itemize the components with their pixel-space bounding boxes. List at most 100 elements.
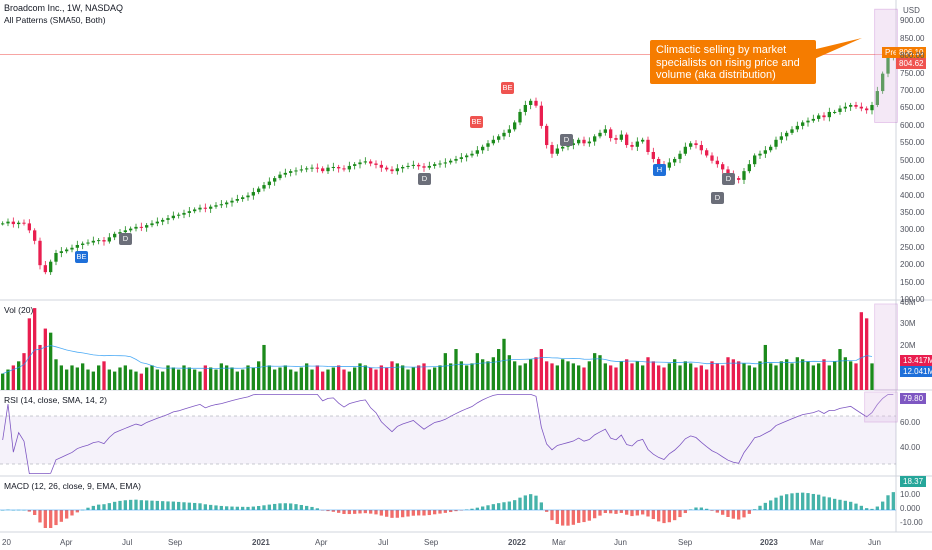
volume-bar (150, 365, 154, 390)
macd-histogram-bar (209, 504, 213, 510)
time-axis-label: 2022 (508, 538, 526, 547)
candle-body (11, 221, 15, 225)
symbol-title[interactable]: Broadcom Inc., 1W, NASDAQ (4, 3, 124, 13)
volume-bar (411, 367, 415, 390)
volume-bar (630, 363, 634, 390)
candle-body (545, 125, 549, 146)
macd-histogram-bar (651, 510, 655, 520)
candle-body (753, 155, 757, 165)
indicator-label[interactable]: All Patterns (SMA50, Both) (4, 15, 106, 25)
price-axis-tick: 350.00 (900, 207, 925, 217)
candle-body (619, 134, 623, 140)
time-axis-label: Apr (60, 538, 73, 547)
macd-histogram-bar (225, 506, 229, 510)
volume-bar (811, 365, 815, 390)
volume-bar (331, 367, 335, 390)
volume-bar (17, 361, 21, 390)
candle-body (529, 100, 533, 105)
macd-histogram-bar (497, 503, 501, 510)
candle-body (811, 118, 815, 121)
macd-histogram-bar (513, 500, 517, 510)
candle-body (379, 164, 383, 168)
candle-body (875, 91, 879, 105)
annotation-callout[interactable]: Climactic selling by market specialists … (650, 40, 816, 84)
volume-bar (219, 363, 223, 390)
volume-bar (278, 367, 282, 390)
volume-bar (801, 359, 805, 390)
candle-body (657, 158, 661, 165)
macd-pane-title[interactable]: MACD (12, 26, close, 9, EMA, EMA) (4, 481, 141, 491)
macd-histogram-bar (102, 504, 106, 510)
macd-histogram-bar (817, 494, 821, 510)
macd-histogram-bar (97, 504, 101, 510)
candle-body (881, 73, 885, 92)
pattern-pin[interactable]: BE (75, 251, 88, 263)
candle-body (315, 167, 319, 169)
pattern-pin[interactable]: D (560, 134, 573, 146)
candle-body (161, 219, 165, 222)
candle-body (171, 215, 175, 219)
pattern-pin[interactable]: D (722, 173, 735, 185)
macd-histogram-bar (491, 504, 495, 510)
candle-body (465, 155, 469, 158)
volume-bar (49, 332, 53, 390)
pattern-pin[interactable]: D (711, 192, 724, 204)
candle-body (214, 205, 218, 207)
volume-bar (646, 357, 650, 390)
macd-histogram-bar (310, 506, 314, 510)
pattern-pin[interactable]: D (119, 233, 132, 245)
macd-histogram-bar (470, 508, 474, 510)
pattern-pin[interactable]: BE (470, 116, 483, 128)
volume-ma-line (2, 345, 873, 374)
candle-body (870, 104, 874, 111)
volume-bar (129, 369, 133, 390)
macd-histogram-bar (662, 510, 666, 524)
volume-bar (641, 365, 645, 390)
macd-histogram-bar (433, 510, 437, 515)
volume-bar (342, 369, 346, 390)
volume-bar (603, 363, 607, 390)
candle-body (475, 150, 479, 154)
pattern-pin[interactable]: H (653, 164, 666, 176)
candle-body (150, 223, 154, 226)
macd-histogram-bar (449, 510, 453, 513)
candle-body (683, 146, 687, 154)
pattern-pin[interactable]: BE (501, 82, 514, 94)
time-axis-label: Jul (122, 538, 133, 547)
candle-body (203, 207, 207, 209)
volume-bar (779, 361, 783, 390)
volume-bar (214, 369, 218, 390)
volume-bar (870, 363, 874, 390)
candle-body (369, 161, 373, 164)
macd-histogram-bar (838, 499, 842, 510)
candle-body (859, 106, 863, 109)
macd-histogram-bar (518, 497, 522, 510)
volume-bar (715, 363, 719, 390)
volume-bar (59, 365, 63, 390)
candle-body (401, 166, 405, 169)
macd-histogram-bar (395, 510, 399, 518)
candle-body (358, 162, 362, 165)
volume-bar (171, 367, 175, 390)
candle-body (182, 212, 186, 215)
macd-histogram-bar (374, 510, 378, 515)
macd-histogram-bar (358, 510, 362, 514)
macd-histogram-bar (566, 510, 570, 526)
volume-bar (443, 353, 447, 390)
volume-bar (502, 338, 506, 390)
volume-bar (529, 359, 533, 390)
macd-histogram-bar (166, 501, 170, 510)
volume-pane-title[interactable]: Vol (20) (4, 305, 34, 315)
rsi-pane-title[interactable]: RSI (14, close, SMA, 14, 2) (4, 395, 107, 405)
volume-bar (209, 367, 213, 390)
macd-histogram-bar (75, 510, 79, 513)
candle-body (70, 247, 74, 250)
pattern-pin[interactable]: D (418, 173, 431, 185)
candle-body (395, 168, 399, 172)
macd-histogram-bar (427, 510, 431, 516)
macd-histogram-bar (843, 500, 847, 510)
macd-histogram-bar (865, 508, 869, 510)
candle-body (193, 209, 197, 212)
macd-histogram-bar (353, 510, 357, 514)
